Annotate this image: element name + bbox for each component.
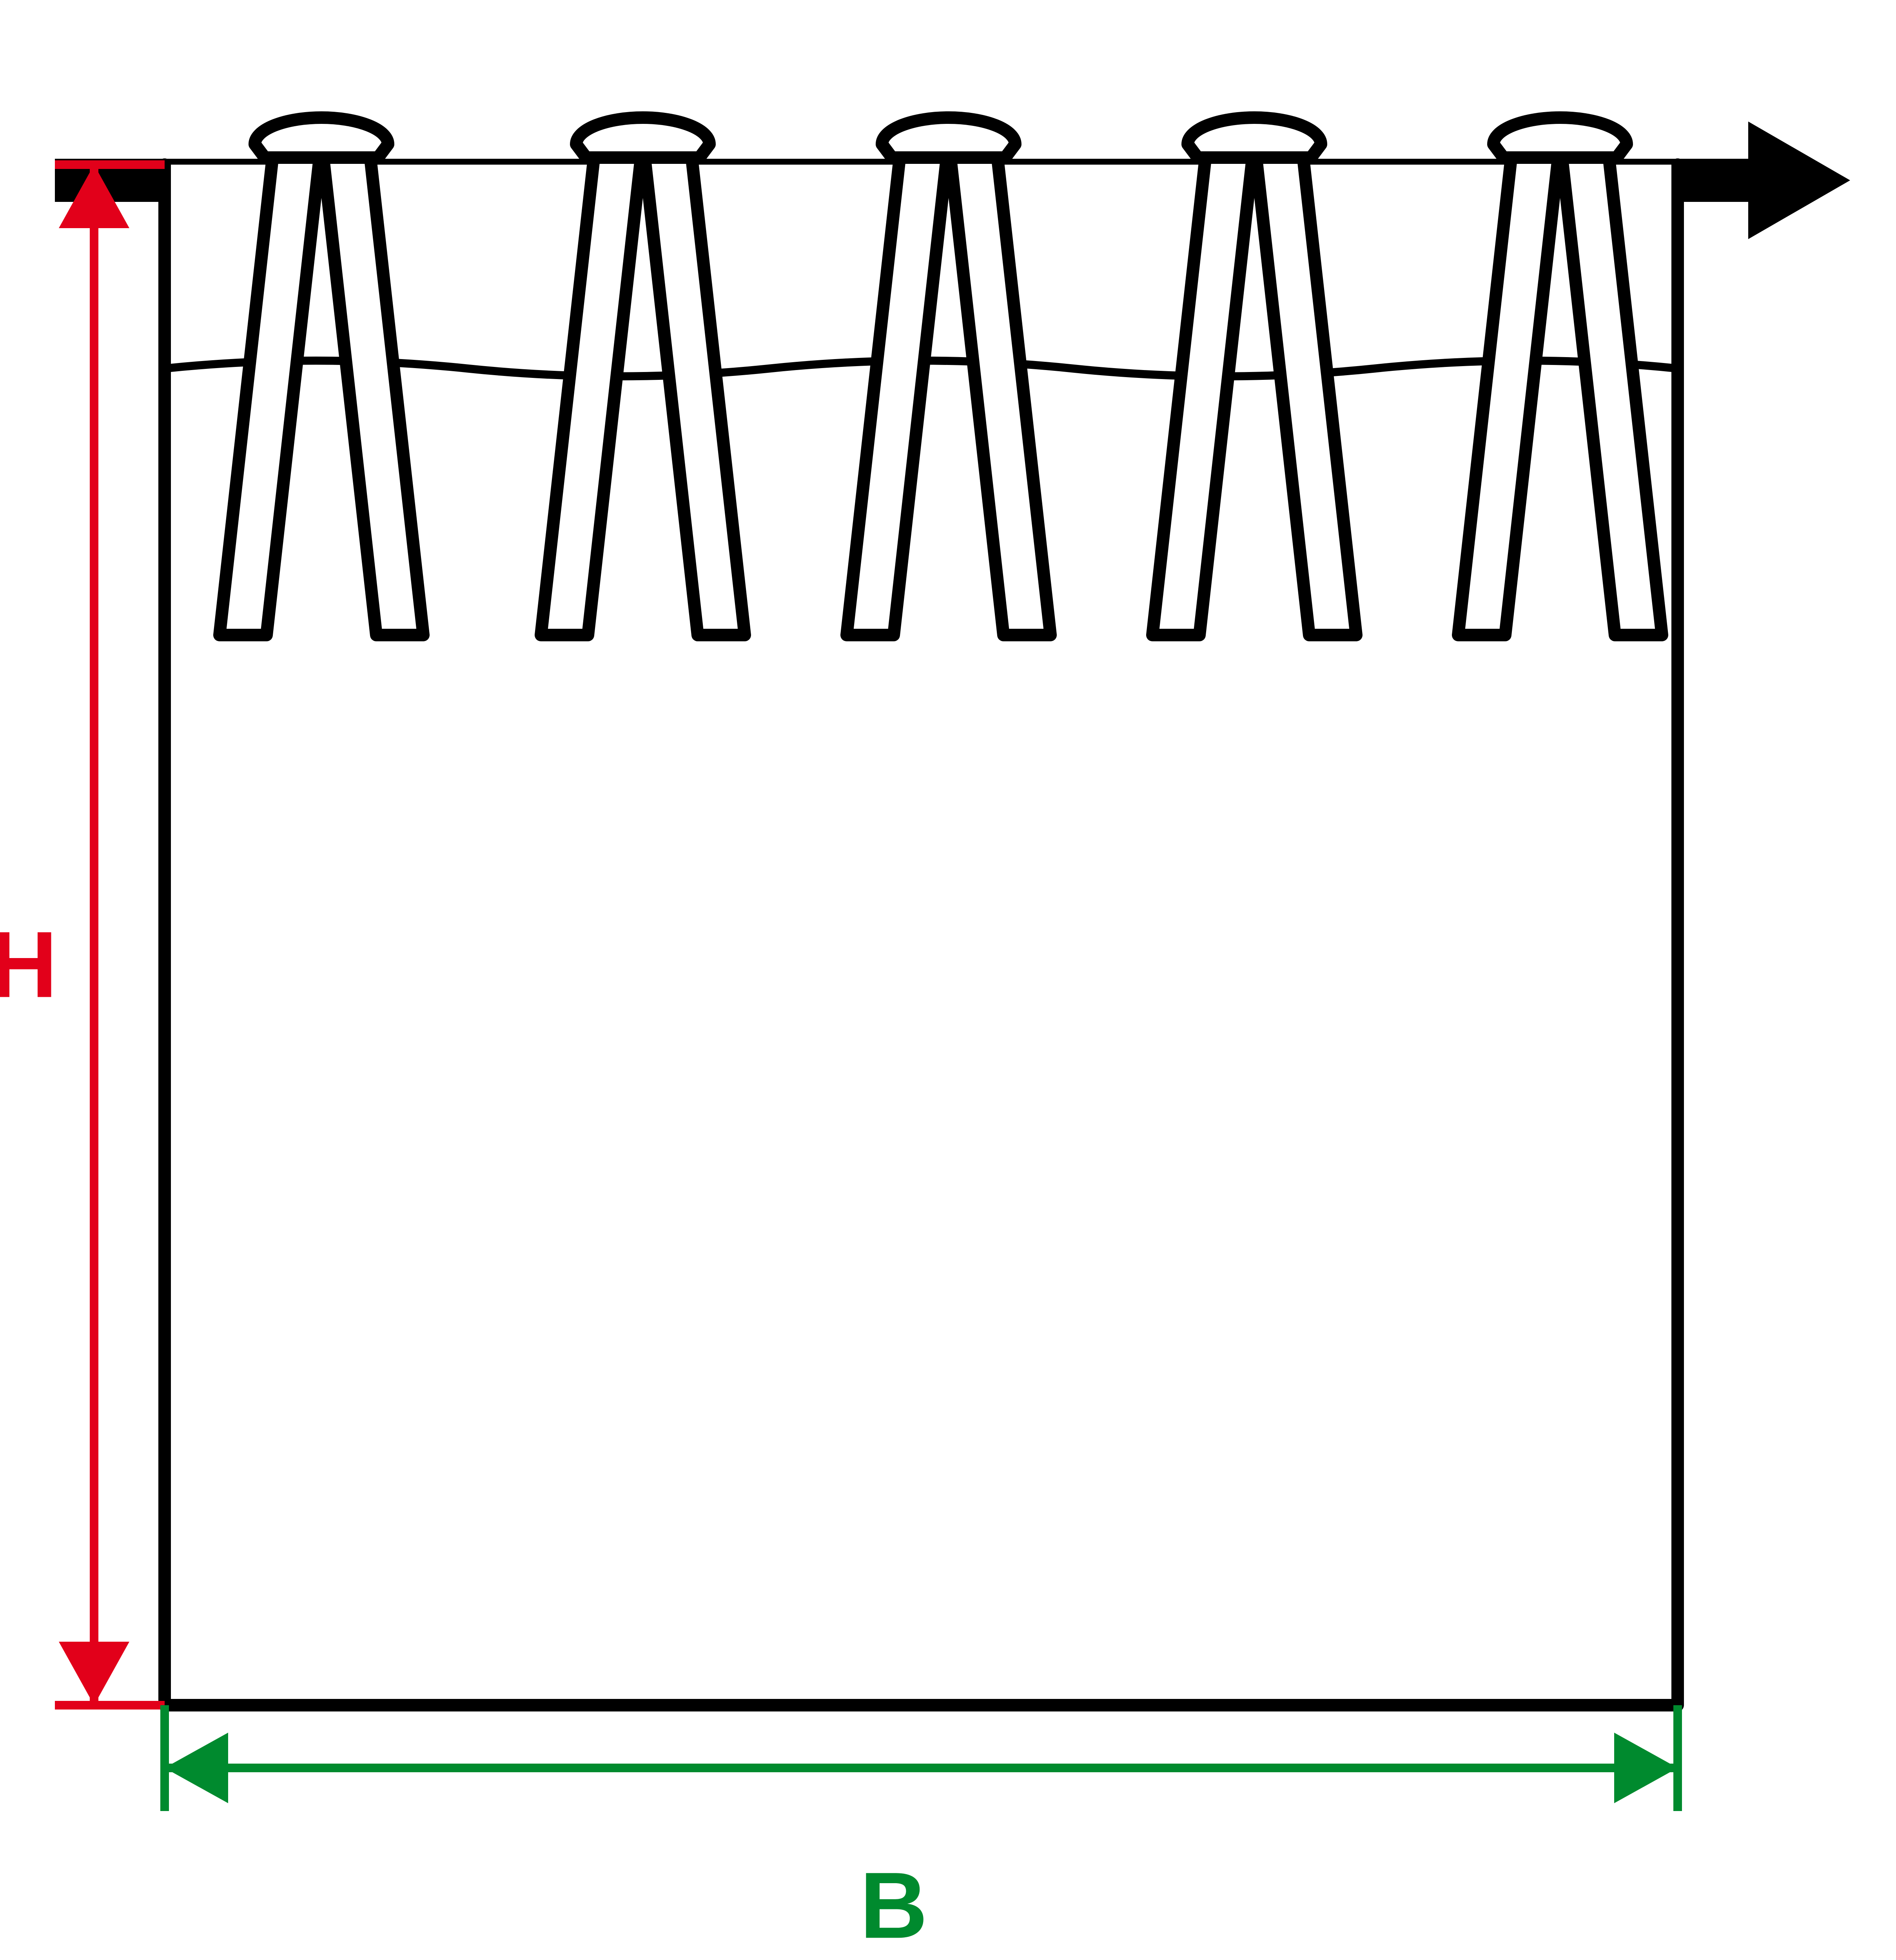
tie-knot <box>576 118 709 158</box>
width-label: B <box>860 1853 927 1958</box>
tie-knot <box>255 118 388 158</box>
tie-knot <box>1493 118 1627 158</box>
dimension-width: B <box>165 1705 1678 1958</box>
tie-knot <box>882 118 1015 158</box>
dimension-height: H <box>0 165 165 1705</box>
tie-knot <box>1188 118 1321 158</box>
height-label: H <box>0 912 58 1017</box>
